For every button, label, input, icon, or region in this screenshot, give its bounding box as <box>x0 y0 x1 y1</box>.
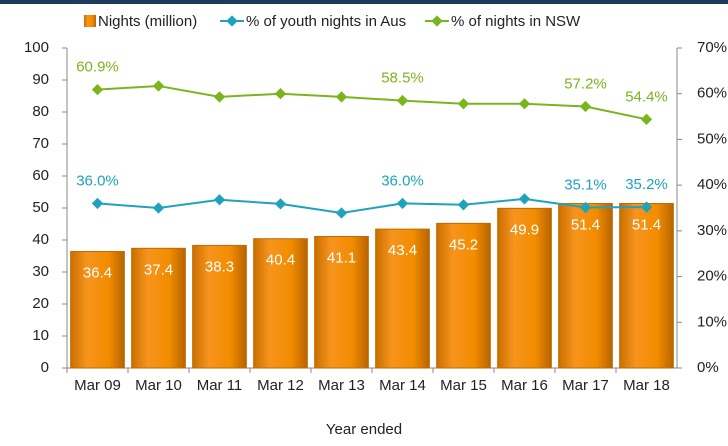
x-tick-label-box: Mar 13 <box>318 377 365 394</box>
x-tick-label-box: Mar 17 <box>562 377 609 394</box>
x-tick-label-box: Mar 15 <box>440 377 487 394</box>
bar <box>375 228 430 369</box>
x-tick-label-box: Mar 16 <box>501 377 548 394</box>
y-tick-label: 20 <box>32 295 49 312</box>
bar <box>192 244 247 369</box>
line-marker <box>274 88 287 100</box>
bar-value-label: 49.9 <box>510 221 539 238</box>
x-tick-label-box: Mar 18 <box>623 377 670 394</box>
legend-label: % of youth nights in Aus <box>246 13 406 30</box>
legend-swatch <box>84 15 96 27</box>
bar-value-label: 38.3 <box>205 258 234 275</box>
line-marker <box>579 201 592 214</box>
line-value-label: 57.2% <box>564 75 607 92</box>
bar <box>70 251 125 369</box>
x-tick-label-box: Mar 11 <box>196 377 243 394</box>
line-value-label: 58.5% <box>381 70 424 87</box>
line-value-label: 35.1% <box>564 177 607 194</box>
line-marker <box>640 201 653 213</box>
y2-tick-label: 50% <box>697 130 727 147</box>
legend-marker <box>431 15 443 27</box>
line-marker <box>518 193 531 205</box>
y-tick-label: 70 <box>32 135 49 152</box>
bar-value-label: 40.4 <box>266 252 295 269</box>
line-marker <box>396 197 409 210</box>
legend-label: % of nights in NSW <box>451 13 581 30</box>
line-value-label: 54.4% <box>625 88 668 105</box>
bar <box>314 235 369 369</box>
x-tick-label-box: Mar 14 <box>379 377 426 394</box>
bar-value-label: 43.4 <box>388 242 417 259</box>
y2-tick-label: 30% <box>697 222 727 239</box>
x-tick-label: Mar 15 <box>440 377 487 394</box>
line-marker <box>579 100 592 113</box>
y-tick-label: 80 <box>32 103 49 120</box>
bar <box>131 247 186 369</box>
x-tick-label: Mar 10 <box>135 377 182 394</box>
x-tick-label: Mar 09 <box>74 377 121 394</box>
line-value-label: 60.9% <box>76 59 119 76</box>
line-marker <box>640 113 653 125</box>
x-tick-label: Mar 12 <box>257 377 304 394</box>
line-value-label: 36.0% <box>76 172 119 189</box>
y-tick-label: 100 <box>24 39 49 56</box>
x-tick-label-box: Mar 09 <box>74 377 121 394</box>
bar-value-label: 51.4 <box>571 216 600 233</box>
line-marker <box>91 197 104 210</box>
y-tick-label: 40 <box>32 231 49 248</box>
y2-tick-label: 0% <box>697 359 719 376</box>
line-marker <box>396 94 409 107</box>
y2-tick-label: 60% <box>697 85 727 102</box>
x-tick-label: Mar 18 <box>623 377 670 394</box>
x-tick-label: Mar 16 <box>501 377 548 394</box>
x-axis-label: Year ended <box>326 421 402 438</box>
bar-value-label: 45.2 <box>449 236 478 253</box>
legend-marker <box>226 15 238 27</box>
line-marker <box>91 83 104 96</box>
line <box>97 84 647 121</box>
y-tick-label: 30 <box>32 263 49 280</box>
line-marker <box>518 98 531 110</box>
bar-value-label: 51.4 <box>632 216 661 233</box>
line-marker <box>335 207 348 219</box>
bar <box>619 203 674 369</box>
y-tick-label: 50 <box>32 199 49 216</box>
y2-tick-label: 70% <box>697 39 727 56</box>
y2-tick-label: 20% <box>697 268 727 285</box>
line-marker <box>152 202 165 214</box>
y2-tick-label: 10% <box>697 313 727 330</box>
line-marker <box>274 198 287 210</box>
line-marker <box>457 98 470 110</box>
bar-value-label: 36.4 <box>83 264 112 281</box>
y-tick-label: 60 <box>32 167 49 184</box>
x-tick-label: Mar 13 <box>318 377 365 394</box>
x-tick-label: Mar 14 <box>379 377 426 394</box>
x-tick-label: Mar 17 <box>562 377 609 394</box>
line-marker <box>335 91 348 103</box>
bar-value-label: 41.1 <box>327 249 356 266</box>
y2-tick-label: 40% <box>697 176 727 193</box>
line <box>97 197 647 215</box>
top-band <box>0 0 728 4</box>
bar-value-label: 37.4 <box>144 261 173 278</box>
y-tick-label: 10 <box>32 327 49 344</box>
line-value-label: 36.0% <box>381 172 424 189</box>
bar <box>558 203 613 369</box>
line-marker <box>213 91 226 103</box>
line-marker <box>457 199 470 211</box>
line-value-label: 35.2% <box>625 176 668 193</box>
x-tick-label-box: Mar 12 <box>257 377 304 394</box>
bar <box>253 238 308 369</box>
line-marker <box>152 80 165 92</box>
line-marker <box>213 194 226 206</box>
y-tick-label: 0 <box>41 359 49 376</box>
x-tick-label-box: Mar 10 <box>135 377 182 394</box>
x-tick-label: Mar 11 <box>196 377 243 394</box>
bar <box>436 222 491 369</box>
y-tick-label: 90 <box>32 71 49 88</box>
legend-label: Nights (million) <box>98 13 197 30</box>
bar <box>497 207 552 369</box>
